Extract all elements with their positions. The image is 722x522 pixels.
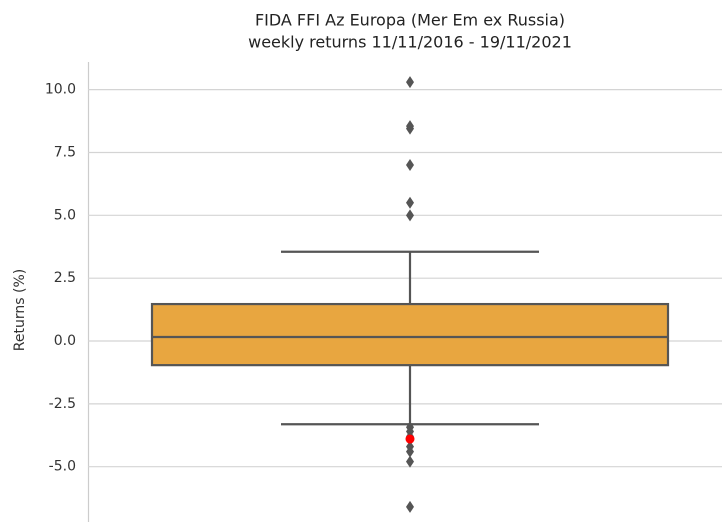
highlight-point bbox=[405, 434, 415, 444]
outlier bbox=[406, 122, 414, 135]
outlier bbox=[406, 159, 414, 172]
y-tick-label: -5.0 bbox=[49, 459, 76, 475]
outlier bbox=[406, 196, 414, 209]
y-tick-label: -2.5 bbox=[49, 396, 76, 412]
outlier bbox=[406, 209, 414, 222]
y-tick-label: 5.0 bbox=[54, 207, 76, 223]
chart-title: FIDA FFI Az Europa (Mer Em ex Russia) bbox=[255, 11, 565, 30]
box bbox=[150, 302, 670, 367]
chart-subtitle: weekly returns 11/11/2016 - 19/11/2021 bbox=[248, 33, 572, 52]
y-tick-label: 7.5 bbox=[54, 144, 76, 160]
outlier bbox=[406, 455, 414, 468]
y-tick-label: 10.0 bbox=[45, 82, 76, 98]
outlier bbox=[406, 445, 414, 458]
y-tick-label: 2.5 bbox=[54, 270, 76, 286]
y-axis-label: Returns (%) bbox=[12, 269, 28, 351]
outlier bbox=[406, 500, 414, 513]
outlier bbox=[406, 76, 414, 89]
y-tick-label: 0.0 bbox=[54, 333, 76, 349]
